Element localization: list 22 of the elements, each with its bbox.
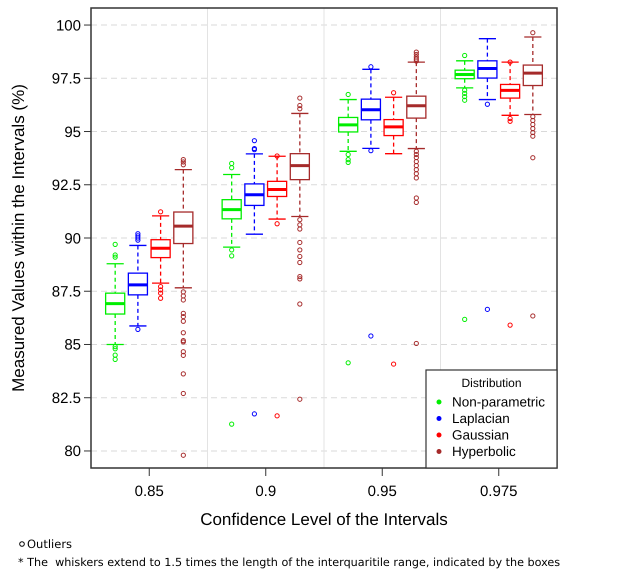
legend-label: Gaussian [452,428,510,443]
y-tick-label: 92.5 [52,177,81,194]
x-tick-label: 0.85 [134,483,164,500]
x-tick-label: 0.975 [480,483,518,500]
y-tick-label: 100 [56,17,81,34]
text: * The whiskers extend to 1.5 times the length of the interquaritile range, indicated by the boxes [18,556,560,569]
legend-label: Non-parametric [452,394,546,410]
y-tick-label: 97.5 [52,70,81,88]
text: Outliers [27,537,72,551]
y-tick-label: 85 [64,336,81,354]
y-tick-label: 87.5 [52,283,81,300]
y-tick-label: 82.5 [52,390,81,407]
y-tick-label: 80 [64,443,81,460]
x-axis-title: Confidence Level of the Intervals [200,510,448,529]
y-axis-title: Measured Values within the Intervals (%) [9,84,28,392]
x-tick-label: 0.95 [368,483,397,500]
legend-title: Distribution [461,376,522,390]
y-tick-label: 90 [64,230,81,248]
x-tick-label: 0.9 [255,483,276,500]
legend-label: Hyperbolic [452,444,516,460]
y-tick-label: 95 [64,124,81,141]
legend-label: Laplacian [452,411,510,426]
